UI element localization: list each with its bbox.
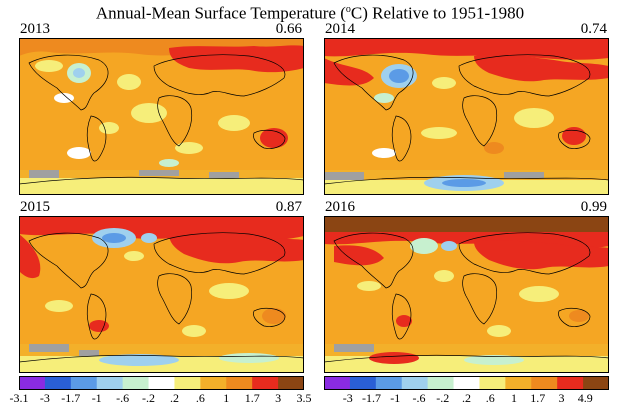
colorbar-tick-label: 3: [558, 391, 565, 405]
colorbar-swatch: [531, 376, 558, 390]
colorbar-swatch: [278, 376, 304, 390]
colorbar-swatch: [427, 376, 455, 390]
map-2016: [324, 216, 609, 373]
colorbar-swatch: [148, 376, 175, 390]
colorbar-swatch: [479, 376, 506, 390]
colorbar-tick-label: -1: [91, 391, 102, 405]
colorbar-swatch: [349, 376, 377, 390]
colorbar-swatch: [375, 376, 403, 390]
colorbar-swatch: [401, 376, 429, 390]
colorbar-tick-label: -1: [390, 391, 401, 405]
colorbar-swatch: [44, 376, 72, 390]
colorbar-right: [324, 376, 609, 390]
map-2014: [324, 38, 609, 195]
colorbar-swatch: [70, 376, 98, 390]
map-2015-image: [19, 216, 304, 373]
colorbar-tick-label: .2: [170, 391, 179, 405]
panel-anomaly-2013: 0.66: [275, 21, 302, 37]
colorbar-swatch: [583, 376, 609, 390]
colorbar-left-swatches: [19, 376, 304, 390]
panel-year-2016: 2016: [325, 199, 355, 215]
colorbar-tick-label: 1: [511, 391, 517, 405]
colorbar-tick-label: .6: [485, 391, 495, 405]
colorbar-tick-label: -1.7: [61, 391, 81, 405]
colorbar-tick-label: 1.7: [244, 391, 260, 405]
colorbar-border: [19, 376, 304, 390]
colorbar-tick-label: .6: [195, 391, 205, 405]
colorbar-tick-label: 4.9: [577, 391, 593, 405]
colorbar-left: [19, 376, 304, 390]
colorbar-swatch: [557, 376, 584, 390]
panel-anomaly-2015: 0.87: [275, 199, 302, 215]
colorbar-tick-label: -.2: [142, 391, 155, 405]
map-2014-image: [324, 38, 609, 195]
colorbar-tick-label: 1.7: [530, 391, 546, 405]
colorbar-swatch: [252, 376, 279, 390]
colorbar-tick-label: -3.1: [9, 391, 29, 405]
map-2013: [19, 38, 304, 195]
panel-year-2014: 2014: [325, 21, 355, 37]
colorbar-right-swatches: [324, 376, 609, 390]
colorbar-swatch: [453, 376, 480, 390]
panel-anomaly-2014: 0.74: [580, 21, 607, 37]
colorbar-swatch: [96, 376, 124, 390]
colorbar-tick-label: -.6: [116, 391, 130, 405]
colorbar-tick-label: -3: [39, 391, 50, 405]
colorbar-tick-label: -.6: [412, 391, 426, 405]
colorbar-tick-label: 3.5: [296, 391, 312, 405]
colorbar-swatch: [505, 376, 532, 390]
colorbar-swatch: [324, 376, 351, 390]
panel-anomaly-2016: 0.99: [580, 199, 607, 215]
colorbar-swatch: [200, 376, 227, 390]
colorbar-tick-label: -.2: [436, 391, 450, 405]
colorbar-swatch: [174, 376, 201, 390]
panel-year-2013: 2013: [20, 21, 50, 37]
colorbar-tick-label: -3: [342, 391, 353, 405]
colorbar-tick-label: .2: [462, 391, 471, 405]
colorbar-border: [324, 376, 609, 390]
colorbar-swatch: [19, 376, 46, 390]
panel-year-2015: 2015: [20, 199, 50, 215]
colorbar-tick-label: -1.7: [362, 391, 381, 405]
colorbar-swatch: [226, 376, 253, 390]
map-2016-image: [324, 216, 609, 373]
map-2015: [19, 216, 304, 373]
map-2013-image: [19, 38, 304, 195]
colorbar-tick-label: 3: [275, 391, 282, 405]
colorbar-tick-label: 1: [223, 391, 230, 405]
colorbar-swatch: [122, 376, 150, 390]
figure-title: Annual-Mean Surface Temperature (oC) Rel…: [95, 3, 525, 23]
